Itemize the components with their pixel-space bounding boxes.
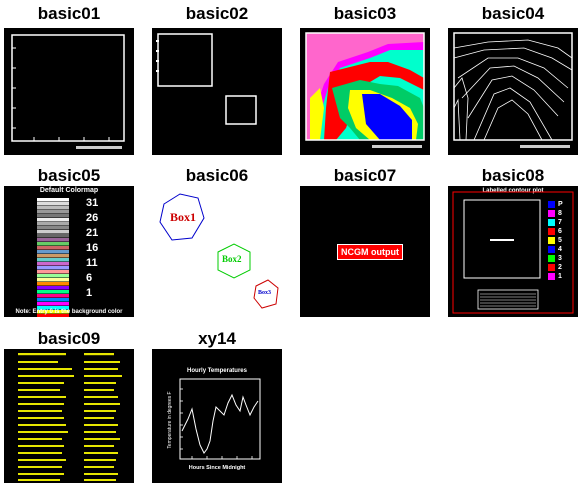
legend-label: 6 xyxy=(558,228,562,235)
thumb-title: basic01 xyxy=(37,4,101,23)
multi-viewport-plot xyxy=(156,33,257,125)
plot-frame: Default Colormap xyxy=(4,186,134,317)
thumb-basic01[interactable]: basic01 xyxy=(4,0,134,158)
xy-heading: Hourly Temperatures xyxy=(187,368,247,374)
legend-label: 8 xyxy=(558,210,562,217)
plot-frame: Box1 Box2 Box3 xyxy=(152,190,282,317)
ncgm-output-label: NCGM output xyxy=(337,244,403,260)
thumb-title: basic03 xyxy=(333,4,397,23)
scale-label: 11 xyxy=(86,257,98,269)
box-shapes xyxy=(159,193,279,309)
legend-label: 5 xyxy=(558,237,562,244)
thumb-basic08[interactable]: basic08 Labelled contour plot P 8 xyxy=(448,162,578,320)
thumb-basic04[interactable]: basic04 xyxy=(448,0,578,158)
xy-xlabel: Hours Since Midnight xyxy=(188,465,246,471)
thumb-basic02[interactable]: basic02 xyxy=(152,0,282,158)
colormap-note: Note: Entry 0 is the background color xyxy=(15,309,123,315)
thumb-basic03[interactable]: basic03 xyxy=(300,0,430,158)
plot-frame xyxy=(448,28,578,155)
legend-label: 4 xyxy=(558,246,562,253)
labelled-contour-plot xyxy=(452,191,574,314)
scale-label: 1 xyxy=(86,287,93,299)
thumb-title: basic02 xyxy=(185,4,249,23)
legend-label: 2 xyxy=(558,264,562,271)
xy-line-plot xyxy=(179,378,261,460)
xy-ylabel: Temperature in degrees F xyxy=(167,391,173,449)
plot-frame: NCGM output xyxy=(300,186,430,317)
box-label-1: Box1 xyxy=(170,210,197,224)
plot-frame xyxy=(4,349,134,483)
plot-frame xyxy=(4,28,134,155)
thumb-title: basic05 xyxy=(37,166,101,185)
thumb-xy14[interactable]: xy14 Hourly Temperatures Temperature in … xyxy=(152,325,282,483)
colormap-swatches xyxy=(37,198,69,317)
plot-frame xyxy=(152,28,282,155)
colormap-scale: 31 26 21 16 11 6 1 xyxy=(86,196,126,301)
contour-legend: P 8 7 6 5 4 3 2 1 xyxy=(558,200,572,281)
thumb-basic05[interactable]: basic05 Default Colormap xyxy=(4,162,134,320)
thumb-title: basic04 xyxy=(481,4,545,23)
plot-frame: Labelled contour plot P 8 7 6 xyxy=(448,186,578,317)
thumb-title: basic09 xyxy=(37,329,101,348)
thumb-basic09[interactable]: basic09 xyxy=(4,325,134,483)
scale-label: 21 xyxy=(86,227,99,239)
scale-label: 6 xyxy=(86,272,93,284)
legend-label: 3 xyxy=(558,255,562,262)
scale-label: 31 xyxy=(86,197,99,209)
filled-contour-plot xyxy=(305,32,425,148)
thumb-basic07[interactable]: basic07 NCGM output xyxy=(300,162,430,320)
empty-axes-plot xyxy=(11,34,125,149)
box-label-3: Box3 xyxy=(258,290,272,296)
legend-label: P xyxy=(558,201,563,208)
thumb-title: xy14 xyxy=(198,329,236,348)
legend-label: 7 xyxy=(558,219,562,226)
line-contour-plot xyxy=(453,32,573,148)
box-label-2: Box2 xyxy=(222,254,242,264)
plot-frame: Hourly Temperatures Temperature in degre… xyxy=(152,349,282,483)
thumb-title: basic07 xyxy=(333,166,397,185)
contour-heading: Labelled contour plot xyxy=(482,188,544,194)
thumb-title: basic06 xyxy=(185,166,249,185)
font-table xyxy=(18,353,122,481)
scale-label: 26 xyxy=(86,212,99,224)
scale-label: 16 xyxy=(86,242,99,254)
plot-frame xyxy=(300,28,430,155)
thumb-basic06[interactable]: basic06 Box1 Box2 Box3 xyxy=(152,162,282,320)
legend-label: 1 xyxy=(558,273,562,280)
colormap-heading: Default Colormap xyxy=(39,187,99,194)
thumb-title: basic08 xyxy=(481,166,545,185)
